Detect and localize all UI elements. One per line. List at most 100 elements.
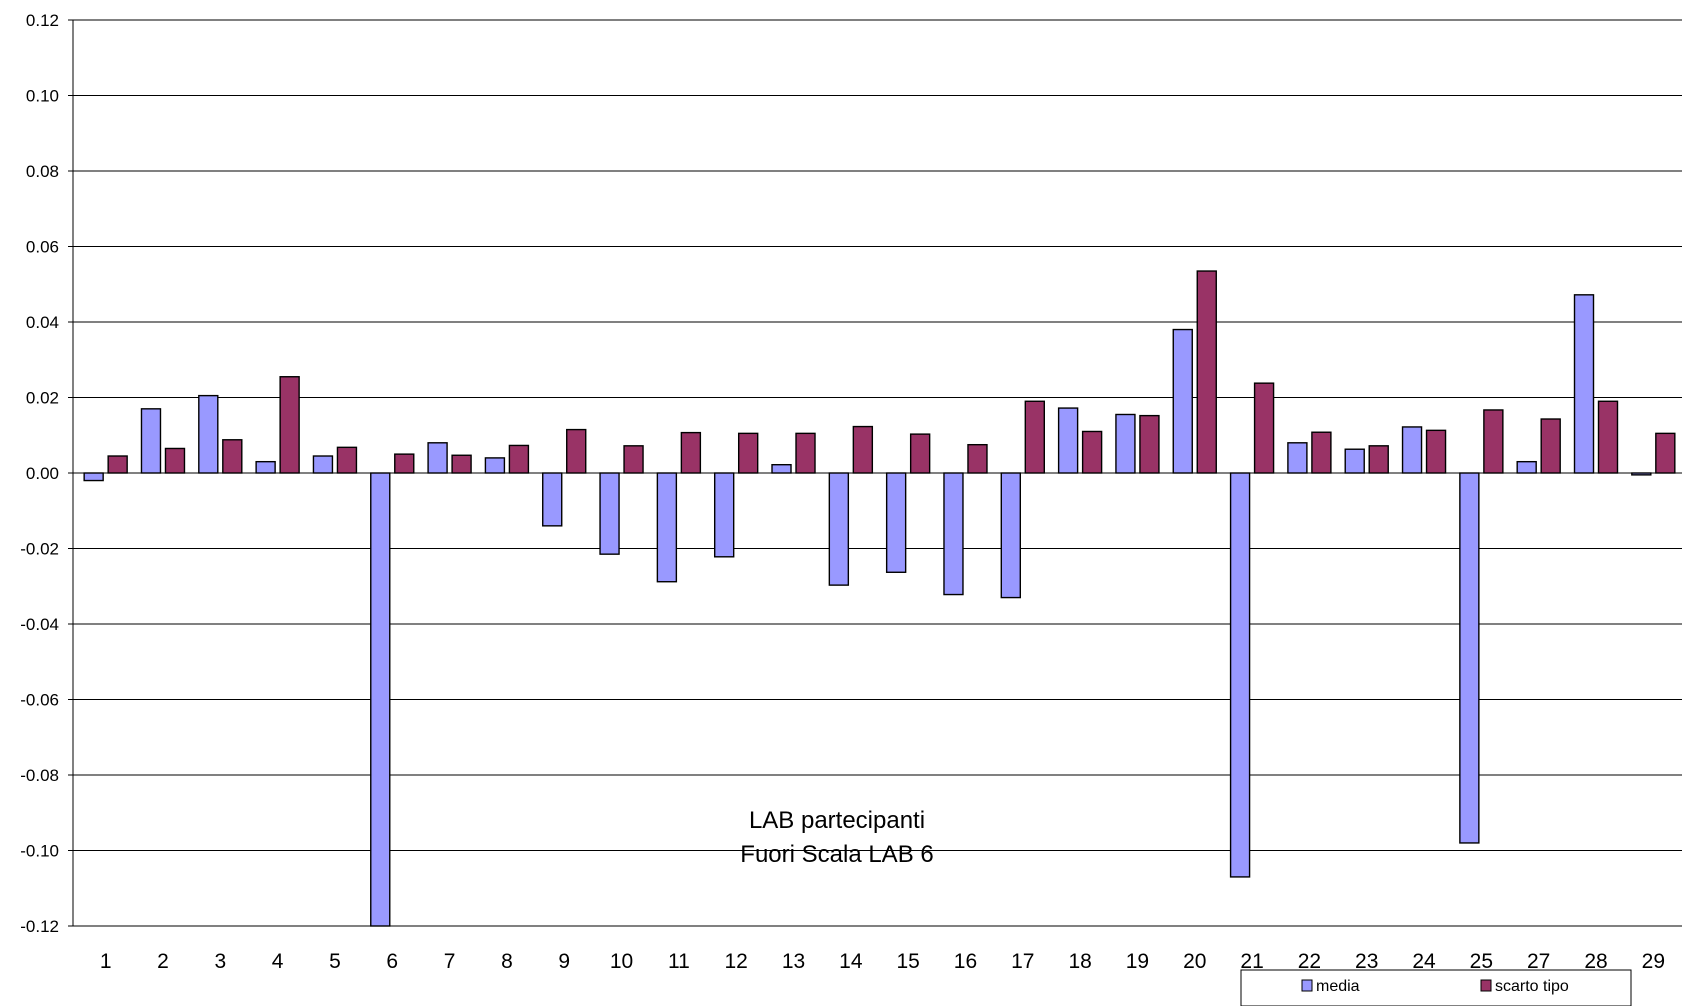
y-tick-label: -0.10	[20, 842, 59, 861]
x-tick-label: 17	[1011, 950, 1034, 973]
bar-media-22	[1287, 442, 1308, 474]
x-tick-label: 15	[896, 950, 919, 973]
x-tick-label: 22	[1298, 950, 1321, 973]
bar-media-3	[198, 394, 219, 474]
bar-media-1	[83, 472, 104, 482]
x-tick-label: 4	[272, 950, 284, 973]
bars	[83, 270, 1676, 927]
bar-media-7	[427, 442, 448, 474]
bar-scarto-tipo-11	[680, 431, 702, 474]
bar-scarto-tipo-13	[795, 432, 816, 474]
bar-media-25	[1459, 472, 1480, 844]
bar-scarto-tipo-27	[1540, 418, 1561, 474]
x-tick-label: 7	[444, 950, 456, 973]
x-tick-label: 6	[386, 950, 398, 973]
x-tick-label: 14	[839, 950, 863, 973]
bar-media-13	[771, 463, 792, 474]
y-axis: 0.12 0.10 0.08 0.06 0.04 0.02 0.00 -0.02 -0.04 -0…	[20, 11, 74, 936]
x-tick-label: 13	[782, 950, 805, 973]
y-tick-label: -0.08	[20, 766, 59, 785]
bar-media-14	[828, 472, 850, 586]
annotation-line-1: LAB partecipanti	[749, 807, 925, 834]
bar-scarto-tipo-23	[1368, 445, 1389, 474]
y-tick-label: 0.06	[26, 238, 59, 257]
bar-scarto-tipo-24	[1425, 429, 1447, 474]
bar-scarto-tipo-15	[909, 433, 931, 474]
bar-media-28	[1573, 294, 1595, 474]
x-tick-label: 9	[558, 950, 570, 973]
bar-media-6	[370, 472, 391, 927]
bar-scarto-tipo-18	[1081, 430, 1103, 474]
bar-scarto-tipo-9	[566, 428, 587, 474]
y-tick-label: 0.04	[26, 313, 59, 332]
bar-media-24	[1401, 426, 1423, 474]
x-tick-label: 25	[1470, 950, 1493, 973]
bar-media-15	[885, 472, 907, 573]
bar-media-27	[1516, 460, 1537, 474]
bar-media-4	[255, 460, 276, 474]
bar-media-12	[713, 472, 735, 558]
bar-scarto-tipo-22	[1311, 431, 1332, 474]
bar-scarto-tipo-14	[852, 425, 874, 474]
bar-scarto-tipo-29	[1655, 432, 1676, 474]
bar-scarto-tipo-21	[1253, 382, 1275, 474]
x-tick-label: 21	[1240, 950, 1263, 973]
bar-scarto-tipo-5	[336, 446, 358, 474]
bar-media-16	[943, 472, 964, 596]
y-tick-label: 0.08	[26, 162, 59, 181]
bar-media-9	[542, 472, 563, 527]
bar-media-18	[1057, 407, 1079, 474]
bar-media-11	[656, 472, 678, 583]
x-tick-label: 10	[610, 950, 633, 973]
x-tick-label: 20	[1183, 950, 1206, 973]
bar-media-17	[1000, 472, 1021, 599]
y-tick-label: 0.00	[26, 464, 59, 483]
bar-scarto-tipo-8	[508, 444, 530, 474]
gridlines	[73, 19, 1682, 927]
bar-media-10	[599, 472, 620, 555]
x-tick-label: 23	[1355, 950, 1378, 973]
bar-scarto-tipo-3	[222, 439, 243, 474]
legend-swatch-scarto-tipo	[1480, 979, 1492, 992]
bar-scarto-tipo-7	[451, 454, 472, 474]
legend-label-scarto-tipo: scarto tipo	[1495, 978, 1569, 995]
x-tick-label: 19	[1126, 950, 1149, 973]
bar-scarto-tipo-4	[279, 376, 300, 474]
bar-scarto-tipo-12	[737, 432, 759, 474]
y-tick-label: 0.10	[26, 87, 59, 106]
bar-media-2	[140, 408, 162, 474]
bar-scarto-tipo-2	[164, 447, 186, 474]
y-tick-label: 0.02	[26, 389, 59, 408]
y-tick-label: -0.04	[20, 615, 59, 634]
y-tick-label: -0.02	[20, 540, 59, 559]
bar-scarto-tipo-17	[1024, 400, 1045, 474]
bar-scarto-tipo-19	[1139, 414, 1160, 474]
bar-scarto-tipo-16	[967, 443, 988, 474]
bar-media-5	[312, 455, 334, 474]
x-tick-label: 24	[1412, 950, 1436, 973]
x-tick-label: 2	[157, 950, 169, 973]
bar-scarto-tipo-10	[623, 445, 644, 474]
legend-box	[1240, 969, 1632, 1006]
annotation-line-2: Fuori Scala LAB 6	[740, 841, 933, 868]
y-tick-label: -0.06	[20, 691, 59, 710]
bar-scarto-tipo-6	[394, 453, 415, 474]
legend: media scarto tipo	[1240, 969, 1632, 1006]
y-tick-label: 0.12	[26, 11, 59, 30]
legend-label-media: media	[1316, 978, 1360, 995]
bar-scarto-tipo-25	[1483, 409, 1504, 474]
x-tick-label: 3	[214, 950, 226, 973]
bar-media-19	[1115, 413, 1136, 474]
bar-scarto-tipo-1	[107, 455, 128, 474]
x-tick-label: 8	[501, 950, 513, 973]
legend-swatch-media	[1301, 979, 1313, 992]
bar-media-21	[1229, 472, 1251, 878]
x-axis: 1 2 3 4 5 6 7 8 9 10 11 12 13 14 15 16 17 18 19 20 21 22 23 24 2…	[100, 950, 1665, 973]
x-tick-label: 5	[329, 950, 341, 973]
x-tick-label: 29	[1642, 950, 1665, 973]
bar-scarto-tipo-28	[1597, 400, 1619, 474]
x-tick-label: 12	[725, 950, 748, 973]
bar-media-23	[1344, 448, 1365, 474]
y-tick-label: -0.12	[20, 917, 59, 936]
